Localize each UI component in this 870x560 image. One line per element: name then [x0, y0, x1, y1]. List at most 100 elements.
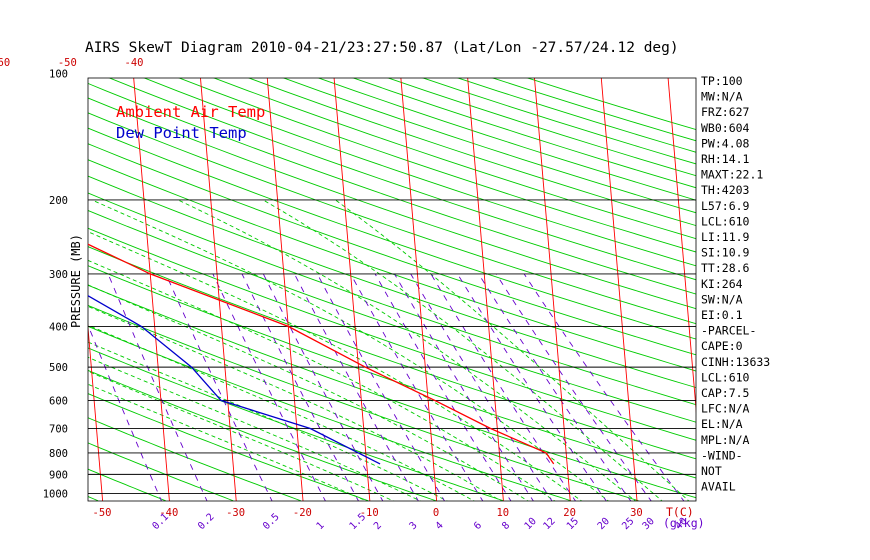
moist-adiabat-line: [335, 199, 690, 501]
dry-adiabat-line: [88, 369, 437, 501]
mixing-ratio-line: [107, 273, 208, 501]
mixing-ratio-line: [241, 273, 359, 501]
legend: Ambient Air Temp Dew Point Temp: [116, 103, 265, 142]
pressure-tick-label: 700: [49, 424, 68, 436]
pressure-tick-label: 600: [49, 395, 68, 407]
moist-adiabat-line: [88, 231, 583, 501]
dry-adiabat-line: [88, 97, 696, 310]
mixing-ratio-label: 8: [500, 520, 512, 532]
mixing-ratio-line: [394, 273, 534, 501]
dry-adiabat-line: [108, 78, 696, 281]
bottom-temp-tick-label: -30: [226, 507, 245, 519]
moist-adiabat-line: [88, 324, 476, 501]
stability-index-item: KI:264: [701, 277, 743, 291]
dry-adiabat-line: [88, 265, 696, 479]
mixing-ratio-line: [212, 273, 326, 501]
isotherm-line: [88, 322, 104, 501]
mixing-ratio-line: [457, 273, 607, 501]
dry-adiabat-line: [88, 112, 696, 325]
stability-index-item: TH:4203: [701, 183, 750, 197]
dry-adiabat-line: [88, 468, 166, 501]
dry-adiabat-line: [88, 127, 696, 340]
isotherm-line: [266, 78, 304, 501]
dry-adiabat-line: [88, 227, 696, 441]
stability-index-item: TP:100: [701, 74, 743, 88]
moist-adiabat-line: [88, 356, 422, 501]
top-temp-tick-label: -40: [125, 57, 144, 69]
dry-adiabat-line: [88, 442, 234, 501]
top-temperature-tick-labels: -120-110-100-90-80-70-60-50-40: [0, 57, 143, 69]
stability-index-item: -WIND-: [701, 448, 743, 462]
pressure-tick-labels: 100 200 300 400 500 600 700 800 900 1000: [43, 69, 68, 501]
stability-index-item: LCL:610: [701, 214, 750, 228]
bottom-temp-tick-label: 30: [630, 507, 643, 519]
moist-adiabat-line: [88, 305, 502, 501]
dry-adiabat-line: [177, 78, 696, 253]
bottom-temp-tick-label: -10: [360, 507, 379, 519]
mixing-ratio-line: [478, 273, 632, 501]
bottom-temp-tick-label: 10: [496, 507, 509, 519]
dry-adiabat-line: [88, 209, 696, 423]
bottom-temperature-tick-labels: -50 -40 -30 -20 -10 0 10 20 30: [93, 507, 643, 519]
mixing-ratio-label: 30: [641, 516, 657, 532]
dry-adiabat-line: [88, 82, 696, 295]
stability-index-item: MAXT:22.1: [701, 168, 763, 182]
stability-index-item: EI:0.1: [701, 308, 743, 322]
x-unit-label: T(C): [666, 505, 694, 519]
pressure-tick-label: 200: [49, 195, 68, 207]
stability-index-item: CAPE:0: [701, 339, 743, 353]
isotherm-line: [333, 78, 371, 501]
stability-index-item: AVAIL: [701, 480, 736, 494]
mixing-ratio-label: 3: [408, 520, 420, 532]
dry-adiabat-line: [88, 304, 639, 501]
mixing-ratio-line: [495, 273, 652, 501]
stability-index-item: PW:4.08: [701, 136, 750, 150]
stability-index-item: LI:11.9: [701, 230, 750, 244]
pressure-tick-label: 400: [49, 321, 68, 333]
mixing-ratio-line: [262, 273, 384, 501]
moist-adiabat-line: [88, 284, 529, 501]
isotherm-line: [200, 78, 237, 501]
mixing-ratio-label: 12: [541, 516, 557, 532]
dry-adiabat-line: [88, 393, 369, 501]
dry-adiabat-line: [88, 347, 504, 501]
isotherm-line: [0, 33, 37, 511]
stability-index-item: -PARCEL-: [701, 324, 756, 338]
bottom-temp-tick-label: -40: [159, 507, 178, 519]
isotherm-line: [534, 78, 571, 501]
bottom-temp-tick-label: 20: [563, 507, 576, 519]
mixing-ratio-line: [294, 273, 419, 501]
stability-index-item: CINH:13633: [701, 355, 770, 369]
dew-point-temp-line: [88, 295, 381, 465]
stability-index-item: LCL:610: [701, 370, 750, 384]
stability-index-item: CAP:7.5: [701, 386, 749, 400]
mixing-ratio-label: 2: [372, 520, 384, 532]
legend-item-ambient-air-temp: Ambient Air Temp: [116, 103, 265, 121]
stability-index-item: NOT: [701, 464, 722, 478]
mixing-ratio-label: 6: [472, 520, 484, 532]
pressure-tick-label: 1000: [43, 489, 68, 501]
background-lines: [0, 33, 696, 511]
mixing-ratio-line: [165, 273, 273, 501]
mixing-ratio-label: 0.5: [261, 512, 282, 533]
stability-index-item: TT:28.6: [701, 261, 750, 275]
moist-adiabat-line: [88, 259, 556, 501]
isotherm-line: [400, 78, 438, 501]
chart-title: AIRS SkewT Diagram 2010-04-21/23:27:50.8…: [85, 40, 679, 56]
stability-index-item: WB0:604: [701, 121, 750, 135]
mixing-ratio-line: [316, 273, 446, 501]
legend-item-dew-point-temp: Dew Point Temp: [116, 124, 247, 142]
dry-adiabat-line: [88, 325, 572, 501]
pressure-tick-label: 100: [49, 69, 68, 81]
mixing-ratio-line: [430, 273, 577, 501]
mixing-ratio-line: [523, 273, 685, 501]
dry-adiabat-line: [88, 417, 301, 501]
dry-adiabat-line: [143, 78, 696, 267]
isotherm-line: [133, 78, 170, 501]
stability-index-item: EL:N/A: [701, 417, 743, 431]
dry-adiabat-line: [491, 78, 696, 142]
mixing-ratio-label: 4: [434, 520, 446, 532]
bottom-temp-tick-label: -50: [93, 507, 112, 519]
